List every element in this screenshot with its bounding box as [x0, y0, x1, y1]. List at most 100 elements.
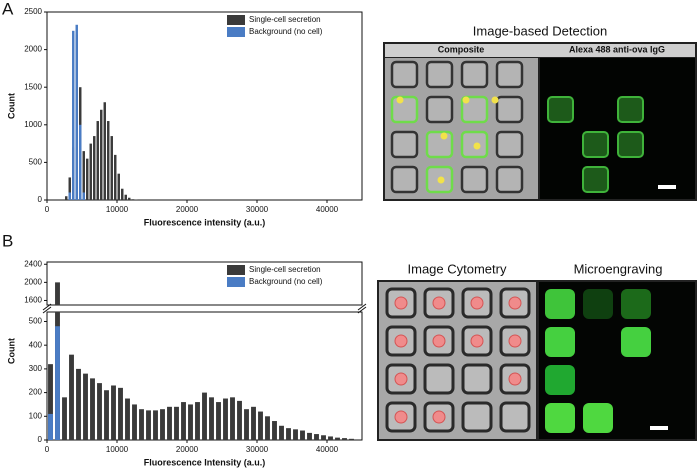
histogram-bar	[69, 354, 74, 440]
x-tick-label: 20000	[176, 445, 199, 454]
histogram-bar	[93, 136, 96, 200]
scale-bar	[650, 426, 668, 430]
well	[461, 363, 493, 395]
x-tick-label: 0	[45, 445, 50, 454]
histogram-bar	[132, 404, 137, 440]
well	[495, 60, 524, 89]
panel-letter: A	[2, 0, 14, 18]
cell	[432, 334, 446, 348]
axis-break	[357, 306, 367, 314]
x-tick-label: 20000	[176, 205, 199, 214]
histogram-bar	[48, 364, 53, 440]
histogram-bar	[103, 102, 106, 200]
cell	[470, 334, 484, 348]
histogram-bar	[321, 435, 326, 440]
well	[390, 130, 419, 159]
histogram-bar	[65, 196, 68, 200]
y-tick-label: 2000	[24, 277, 42, 286]
cell	[394, 296, 408, 310]
histogram-bar	[314, 434, 319, 440]
secretion-spot	[545, 365, 575, 395]
x-tick-label: 10000	[106, 205, 129, 214]
histogram-bar	[86, 158, 89, 200]
histogram-bar	[68, 177, 71, 200]
histogram-bar	[48, 413, 53, 440]
y-tick-label: 100	[29, 411, 43, 420]
histogram-bar	[223, 398, 228, 440]
histogram-bar	[128, 197, 131, 200]
histogram-bar	[79, 124, 82, 200]
histogram-bar	[111, 385, 116, 440]
histogram-bar	[62, 397, 67, 440]
cell	[394, 372, 408, 386]
secretion-spot	[545, 289, 575, 319]
cell	[432, 410, 446, 424]
histogram-bar	[68, 192, 71, 200]
cell	[462, 96, 470, 104]
legend-swatch	[227, 277, 245, 287]
image-label: Composite	[438, 44, 485, 54]
scale-bar	[658, 185, 676, 189]
well-signal	[547, 96, 574, 123]
histogram-bar	[139, 409, 144, 440]
plot-frame	[46, 261, 363, 306]
well	[390, 165, 419, 194]
x-tick-label: 10000	[106, 445, 129, 454]
x-tick-label: 30000	[246, 205, 269, 214]
y-tick-label: 1000	[24, 120, 42, 129]
y-tick-label: 2500	[24, 7, 42, 16]
well	[460, 95, 489, 124]
y-tick-label: 200	[29, 388, 43, 397]
image-header	[385, 44, 695, 57]
histogram-bar	[55, 282, 60, 305]
well	[495, 130, 524, 159]
image-title: Image Cytometry	[408, 261, 507, 276]
legend-label: Single-cell secretion	[249, 265, 321, 274]
well-signal	[582, 166, 609, 193]
x-axis-label: Fluorescence intensity (a.u.)	[144, 217, 266, 227]
image-title: Image-based Detection	[473, 23, 607, 38]
histogram-bar	[272, 421, 277, 440]
histogram-bar	[82, 151, 85, 200]
cell	[508, 296, 522, 310]
image-label: Alexa 488 anti-ova IgG	[569, 44, 665, 54]
histogram-bar	[89, 143, 92, 200]
plot-frame	[46, 11, 363, 201]
x-axis-label: Fluorescence Intensity (a.u.)	[144, 457, 266, 467]
histogram-bar	[97, 383, 102, 440]
y-tick-label: 0	[38, 195, 43, 204]
axis-break	[42, 306, 52, 314]
histogram-bar	[230, 397, 235, 440]
histogram-bar	[121, 188, 124, 200]
y-tick-label: 1500	[24, 82, 42, 91]
legend-label: Background (no cell)	[249, 277, 323, 286]
histogram-bar	[153, 410, 158, 440]
well	[461, 401, 493, 433]
histogram-bar	[100, 109, 103, 200]
y-tick-label: 500	[29, 158, 43, 167]
legend-label: Single-cell secretion	[249, 15, 321, 24]
histogram-bar	[258, 411, 263, 440]
legend-swatch	[227, 15, 245, 25]
cell	[508, 372, 522, 386]
histogram-bar	[342, 438, 347, 440]
histogram-bar	[72, 30, 75, 200]
y-tick-label: 1600	[24, 296, 42, 305]
histogram-bar	[279, 425, 284, 440]
axis-break	[357, 303, 367, 311]
y-axis-label: Count	[6, 93, 16, 119]
histogram-bar	[209, 397, 214, 440]
histogram-bar	[181, 402, 186, 440]
histogram-bar	[293, 429, 298, 440]
cell	[437, 176, 445, 184]
histogram-bar	[124, 194, 127, 200]
well	[425, 130, 454, 159]
y-axis-label: Count	[6, 338, 16, 364]
cell	[432, 296, 446, 310]
well	[390, 95, 419, 124]
x-tick-label: 40000	[316, 205, 339, 214]
histogram-bar	[160, 409, 165, 440]
cell	[394, 334, 408, 348]
y-tick-label: 400	[29, 340, 43, 349]
